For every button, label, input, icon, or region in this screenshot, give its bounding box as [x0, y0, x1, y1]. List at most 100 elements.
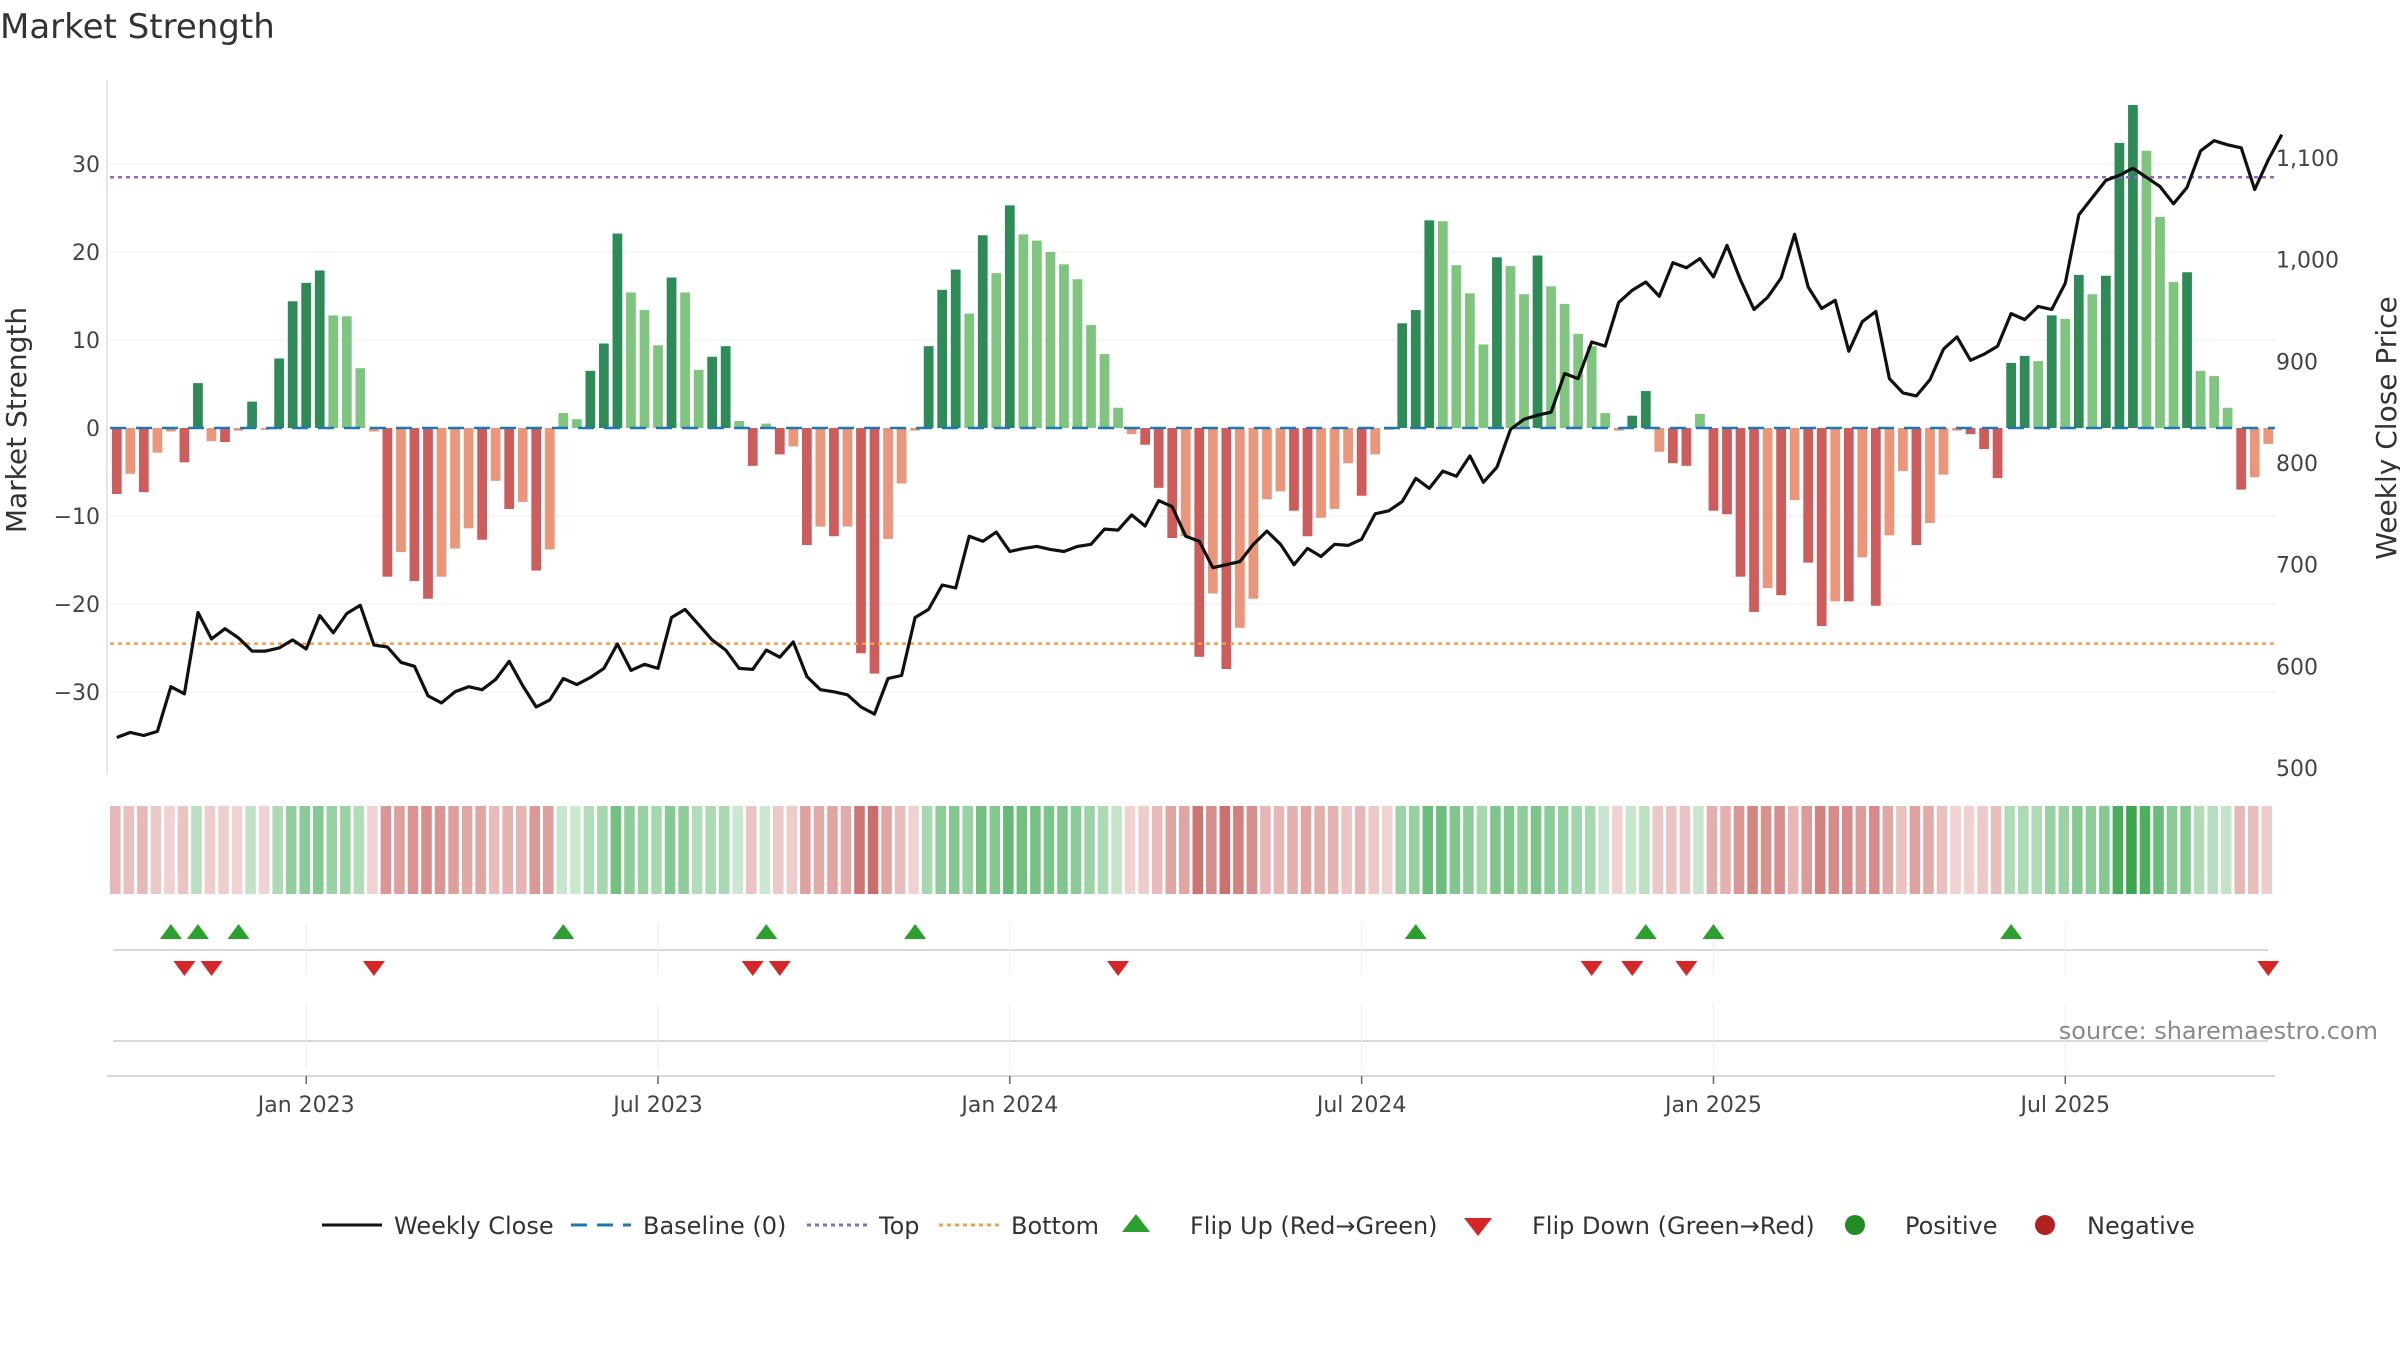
positive-strength-bar: [1072, 279, 1083, 428]
positive-heat-cell: [2207, 806, 2218, 894]
negative-heat-cell: [1842, 806, 1853, 894]
legend-label: Flip Down (Green→Red): [1532, 1212, 1815, 1240]
negative-strength-bar: [910, 428, 920, 431]
flip-down-marker: [200, 961, 223, 976]
flip-down-marker: [1675, 961, 1698, 976]
positive-heat-cell: [935, 806, 946, 894]
negative-strength-bar: [1816, 428, 1827, 626]
negative-heat-cell: [1896, 806, 1907, 894]
positive-heat-cell: [624, 806, 635, 894]
positive-heat-cell: [921, 806, 933, 894]
positive-strength-bar: [2114, 142, 2125, 428]
positive-heat-cell: [340, 806, 351, 894]
negative-strength-bar: [517, 428, 528, 502]
positive-heat-cell: [299, 806, 310, 894]
positive-strength-bar: [2195, 370, 2206, 428]
negative-strength-bar: [1965, 428, 1976, 435]
negative-strength-bar: [179, 428, 190, 463]
positive-strength-bar: [1532, 255, 1543, 428]
positive-strength-bar: [1086, 325, 1096, 428]
negative-heat-cell: [1246, 806, 1258, 894]
negative-heat-cell: [218, 806, 229, 894]
positive-strength-bar: [2168, 281, 2179, 428]
positive-strength-bar: [355, 368, 366, 428]
legend-label: Positive: [1905, 1212, 1998, 1240]
positive-strength-bar: [2087, 294, 2098, 428]
negative-heat-cell: [1206, 806, 1217, 894]
negative-strength-bar: [2263, 428, 2274, 444]
y2-tick-label: 600: [2276, 655, 2318, 680]
negative-heat-cell: [1124, 806, 1136, 894]
positive-heat-cell: [2139, 806, 2151, 894]
positive-strength-bar: [585, 370, 596, 428]
flip-up-marker: [1404, 924, 1427, 939]
chart-title: Market Strength: [0, 7, 275, 47]
negative-heat-cell: [231, 806, 243, 894]
positive-heat-cell: [312, 806, 324, 894]
y-tick-label: 20: [72, 241, 100, 266]
negative-strength-bar: [1356, 428, 1367, 496]
flip-up-marker: [904, 924, 927, 939]
negative-heat-cell: [1178, 806, 1190, 894]
negative-strength-bar: [1992, 428, 2003, 479]
positive-heat-cell: [962, 806, 974, 894]
positive-heat-cell: [326, 806, 338, 894]
negative-strength-bar: [233, 428, 244, 431]
positive-strength-bar: [1451, 265, 1462, 428]
weekly-close-line: [116, 133, 2284, 739]
positive-strength-bar: [2222, 407, 2233, 428]
negative-heat-cell: [1611, 806, 1623, 894]
x-tick-label: Jan 2025: [1663, 1093, 1762, 1118]
positive-strength-bar: [923, 346, 934, 428]
negative-strength-bar: [1979, 428, 1989, 450]
negative-heat-cell: [1273, 806, 1285, 894]
positive-heat-cell: [556, 806, 568, 894]
negative-strength-bar: [260, 428, 271, 430]
positive-heat-cell: [2193, 806, 2205, 894]
negative-strength-bar: [1884, 428, 1895, 536]
flip-up-marker: [2000, 924, 2023, 939]
negative-strength-bar: [382, 428, 393, 577]
negative-heat-cell: [164, 806, 175, 894]
x-tick-label: Jul 2024: [1315, 1093, 1407, 1118]
positive-strength-bar: [2073, 274, 2084, 428]
positive-heat-cell: [637, 806, 649, 894]
negative-strength-bar: [423, 428, 433, 599]
negative-strength-bar: [1735, 428, 1746, 577]
positive-strength-bar: [666, 277, 677, 428]
legend-item-baseline: Baseline (0): [571, 1212, 786, 1240]
positive-strength-bar: [1437, 221, 1448, 428]
positive-strength-bar: [2033, 361, 2044, 428]
flip-down-marker: [1580, 961, 1603, 976]
negative-heat-cell: [2234, 806, 2245, 894]
weekly-close-series: [116, 133, 2284, 739]
positive-strength-bar: [720, 346, 731, 428]
negative-heat-cell: [854, 806, 865, 894]
negative-heat-cell: [1219, 806, 1231, 894]
positive-heat-cell: [1070, 806, 1082, 894]
negative-heat-cell: [1381, 806, 1393, 894]
negative-strength-bar: [125, 428, 136, 474]
positive-heat-cell: [583, 806, 595, 894]
negative-strength-bar: [829, 428, 839, 537]
positive-heat-cell: [2072, 806, 2083, 894]
negative-strength-bar: [166, 428, 176, 432]
negative-strength-bar: [504, 428, 515, 509]
positive-strength-bar: [1519, 294, 1529, 428]
positive-heat-cell: [610, 806, 622, 894]
positive-strength-bar: [2100, 275, 2111, 428]
negative-heat-cell: [1828, 806, 1840, 894]
flip-up-marker: [227, 924, 250, 939]
negative-heat-cell: [1341, 806, 1352, 894]
positive-heat-cell: [2044, 806, 2056, 894]
negative-heat-cell: [894, 806, 906, 894]
right-axis-ticks: 1,100 1,000 900 800 700 600 500: [2276, 147, 2339, 782]
positive-heat-cell: [191, 806, 202, 894]
positive-strength-bar: [2155, 216, 2165, 428]
positive-heat-cell: [948, 806, 960, 894]
negative-heat-cell: [1300, 806, 1312, 894]
positive-strength-bar: [977, 235, 988, 428]
negative-heat-cell: [1760, 806, 1772, 894]
positive-strength-bar: [1478, 344, 1489, 428]
flip-down-marker: [173, 961, 196, 976]
